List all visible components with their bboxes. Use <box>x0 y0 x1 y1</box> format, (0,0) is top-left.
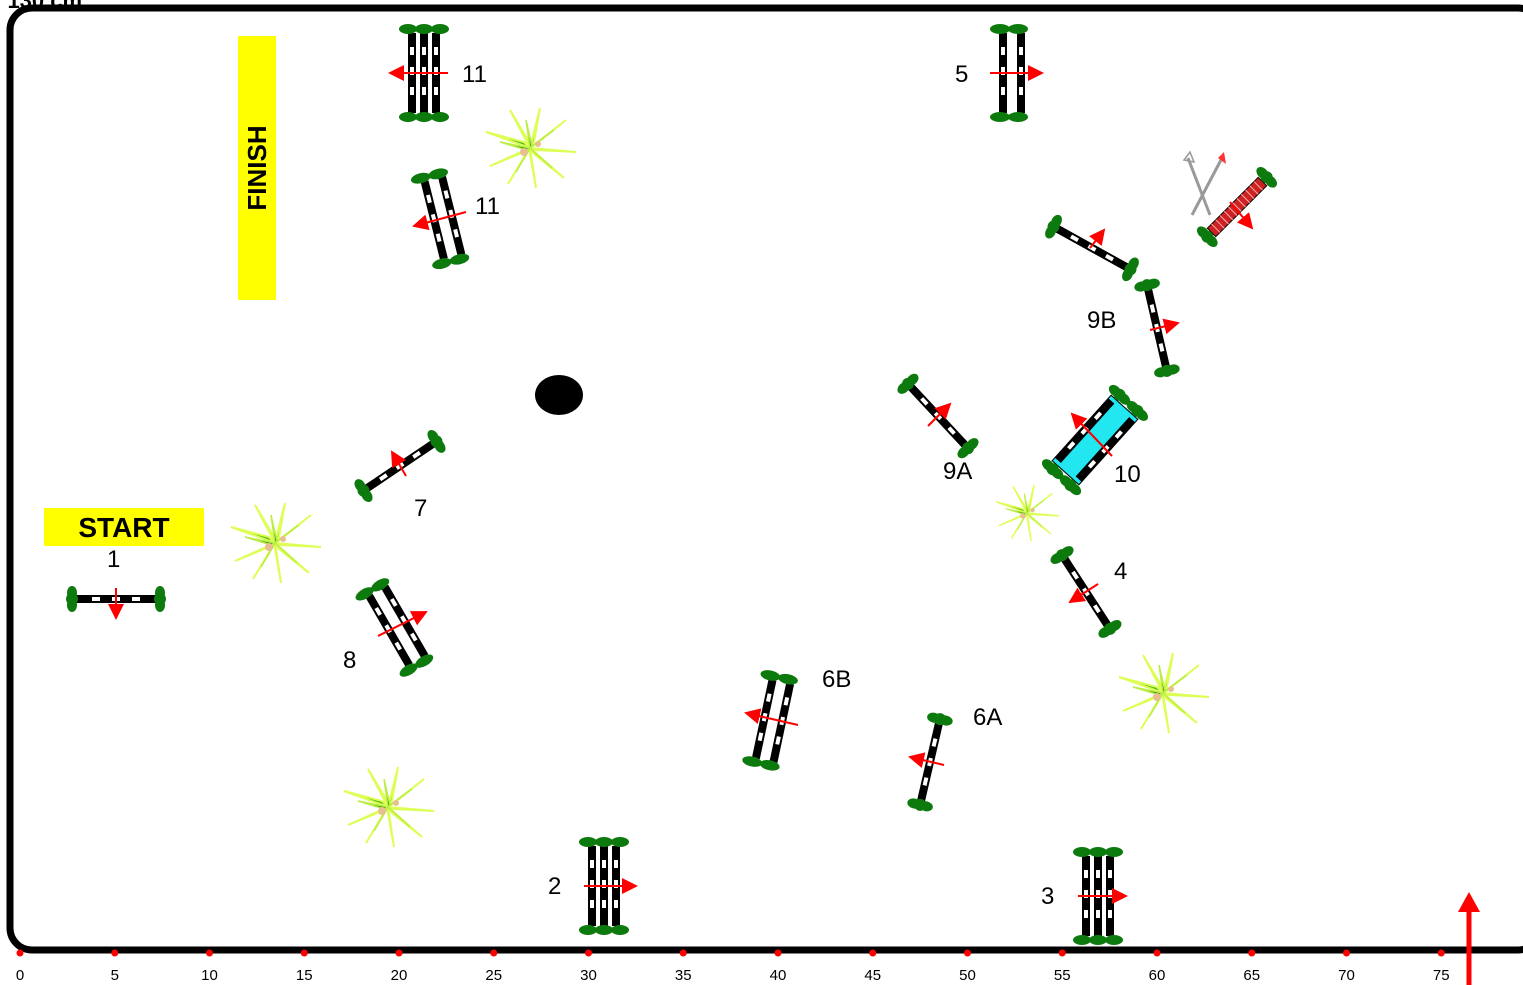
scale-tick-label: 55 <box>1054 967 1071 984</box>
scale-tick-label: 15 <box>296 967 313 984</box>
obstacle-4: 4 <box>1048 543 1127 641</box>
scale-tick-label: 60 <box>1149 967 1166 984</box>
scale-tick-mark <box>16 949 24 957</box>
stand-icon <box>1182 150 1281 251</box>
obstacle-1-label: 1 <box>107 546 120 573</box>
obstacle-6b: 6B <box>741 666 851 772</box>
obstacle-6b-label: 6B <box>822 666 851 693</box>
obstacle-6a-label: 6A <box>973 704 1002 731</box>
black-dot-icon <box>535 375 583 415</box>
obstacle-1: 1 <box>66 546 166 620</box>
obstacle-9b: 9B <box>1042 212 1181 379</box>
obstacle-9a: 9A <box>894 371 981 485</box>
scale-tick-label: 70 <box>1338 967 1355 984</box>
scale-tick-label: 10 <box>201 967 218 984</box>
scale-tick-label: 75 <box>1433 967 1450 984</box>
scale-tick-label: 25 <box>485 967 502 984</box>
obstacle-2: 2 <box>548 837 638 935</box>
obstacle-11b-label: 11 <box>475 193 500 220</box>
scale-tick-label: 20 <box>391 967 408 984</box>
scale-ruler: 0 5 10 15 20 25 30 35 40 45 50 55 60 65 70 75 <box>16 949 1450 984</box>
obstacle-3-label: 3 <box>1041 883 1054 910</box>
start-banner: START <box>44 508 204 546</box>
scale-tick-mark <box>490 949 498 957</box>
obstacle-5: 5 <box>955 24 1044 122</box>
arena-border <box>6 4 1523 954</box>
scale-tick-label: 0 <box>16 967 24 984</box>
scale-tick-mark <box>300 949 308 957</box>
start-label: START <box>78 512 169 543</box>
obstacle-7-label: 7 <box>414 495 427 522</box>
scale-tick-mark <box>1248 949 1256 957</box>
scale-tick-mark <box>1343 949 1350 957</box>
scale-tick-mark <box>1058 949 1066 957</box>
scale-tick-label: 65 <box>1243 967 1260 984</box>
plant-icon <box>343 766 435 848</box>
obstacle-9b-label: 9B <box>1087 307 1116 334</box>
plant-icon <box>1118 652 1210 734</box>
scale-tick-mark <box>206 949 213 957</box>
scale-tick-mark <box>964 949 971 957</box>
obstacle-10-label: 10 <box>1114 461 1141 488</box>
obstacle-11a: 11 <box>388 24 487 122</box>
scale-tick-label: 30 <box>580 967 597 984</box>
entry-arrow-icon <box>1458 892 1480 985</box>
scale-tick-mark <box>679 949 687 957</box>
scale-tick-mark <box>395 949 403 957</box>
plant-icon <box>230 502 322 584</box>
obstacle-11a-label: 11 <box>462 61 487 88</box>
obstacle-2-label: 2 <box>548 873 561 900</box>
obstacle-3: 3 <box>1041 847 1128 945</box>
obstacle-8-label: 8 <box>343 647 356 674</box>
scale-tick-mark <box>585 949 592 957</box>
scale-tick-mark <box>774 949 782 957</box>
obstacle-11b: 11 <box>410 167 500 271</box>
obstacle-5-label: 5 <box>955 61 968 88</box>
obstacle-4-label: 4 <box>1114 558 1127 585</box>
obstacle-7: 7 <box>351 427 448 522</box>
scale-tick-mark <box>111 949 119 957</box>
finish-label: FINISH <box>242 125 272 210</box>
plant-icon <box>485 107 577 189</box>
obstacle-6a: 6A <box>906 704 1002 814</box>
scale-tick-mark <box>1437 949 1445 957</box>
scale-tick-mark <box>1153 949 1161 957</box>
scale-tick-label: 5 <box>111 967 119 984</box>
scale-tick-label: 40 <box>770 967 787 984</box>
scale-tick-label: 50 <box>959 967 976 984</box>
obstacle-10: 10 <box>1038 381 1152 499</box>
scale-tick-mark <box>869 949 877 957</box>
obstacle-9a-label: 9A <box>943 458 972 485</box>
scale-tick-label: 45 <box>864 967 881 984</box>
finish-banner: FINISH <box>238 36 276 300</box>
plant-icon <box>995 484 1060 542</box>
scale-tick-label: 35 <box>675 967 692 984</box>
obstacle-8: 8 <box>343 576 435 680</box>
